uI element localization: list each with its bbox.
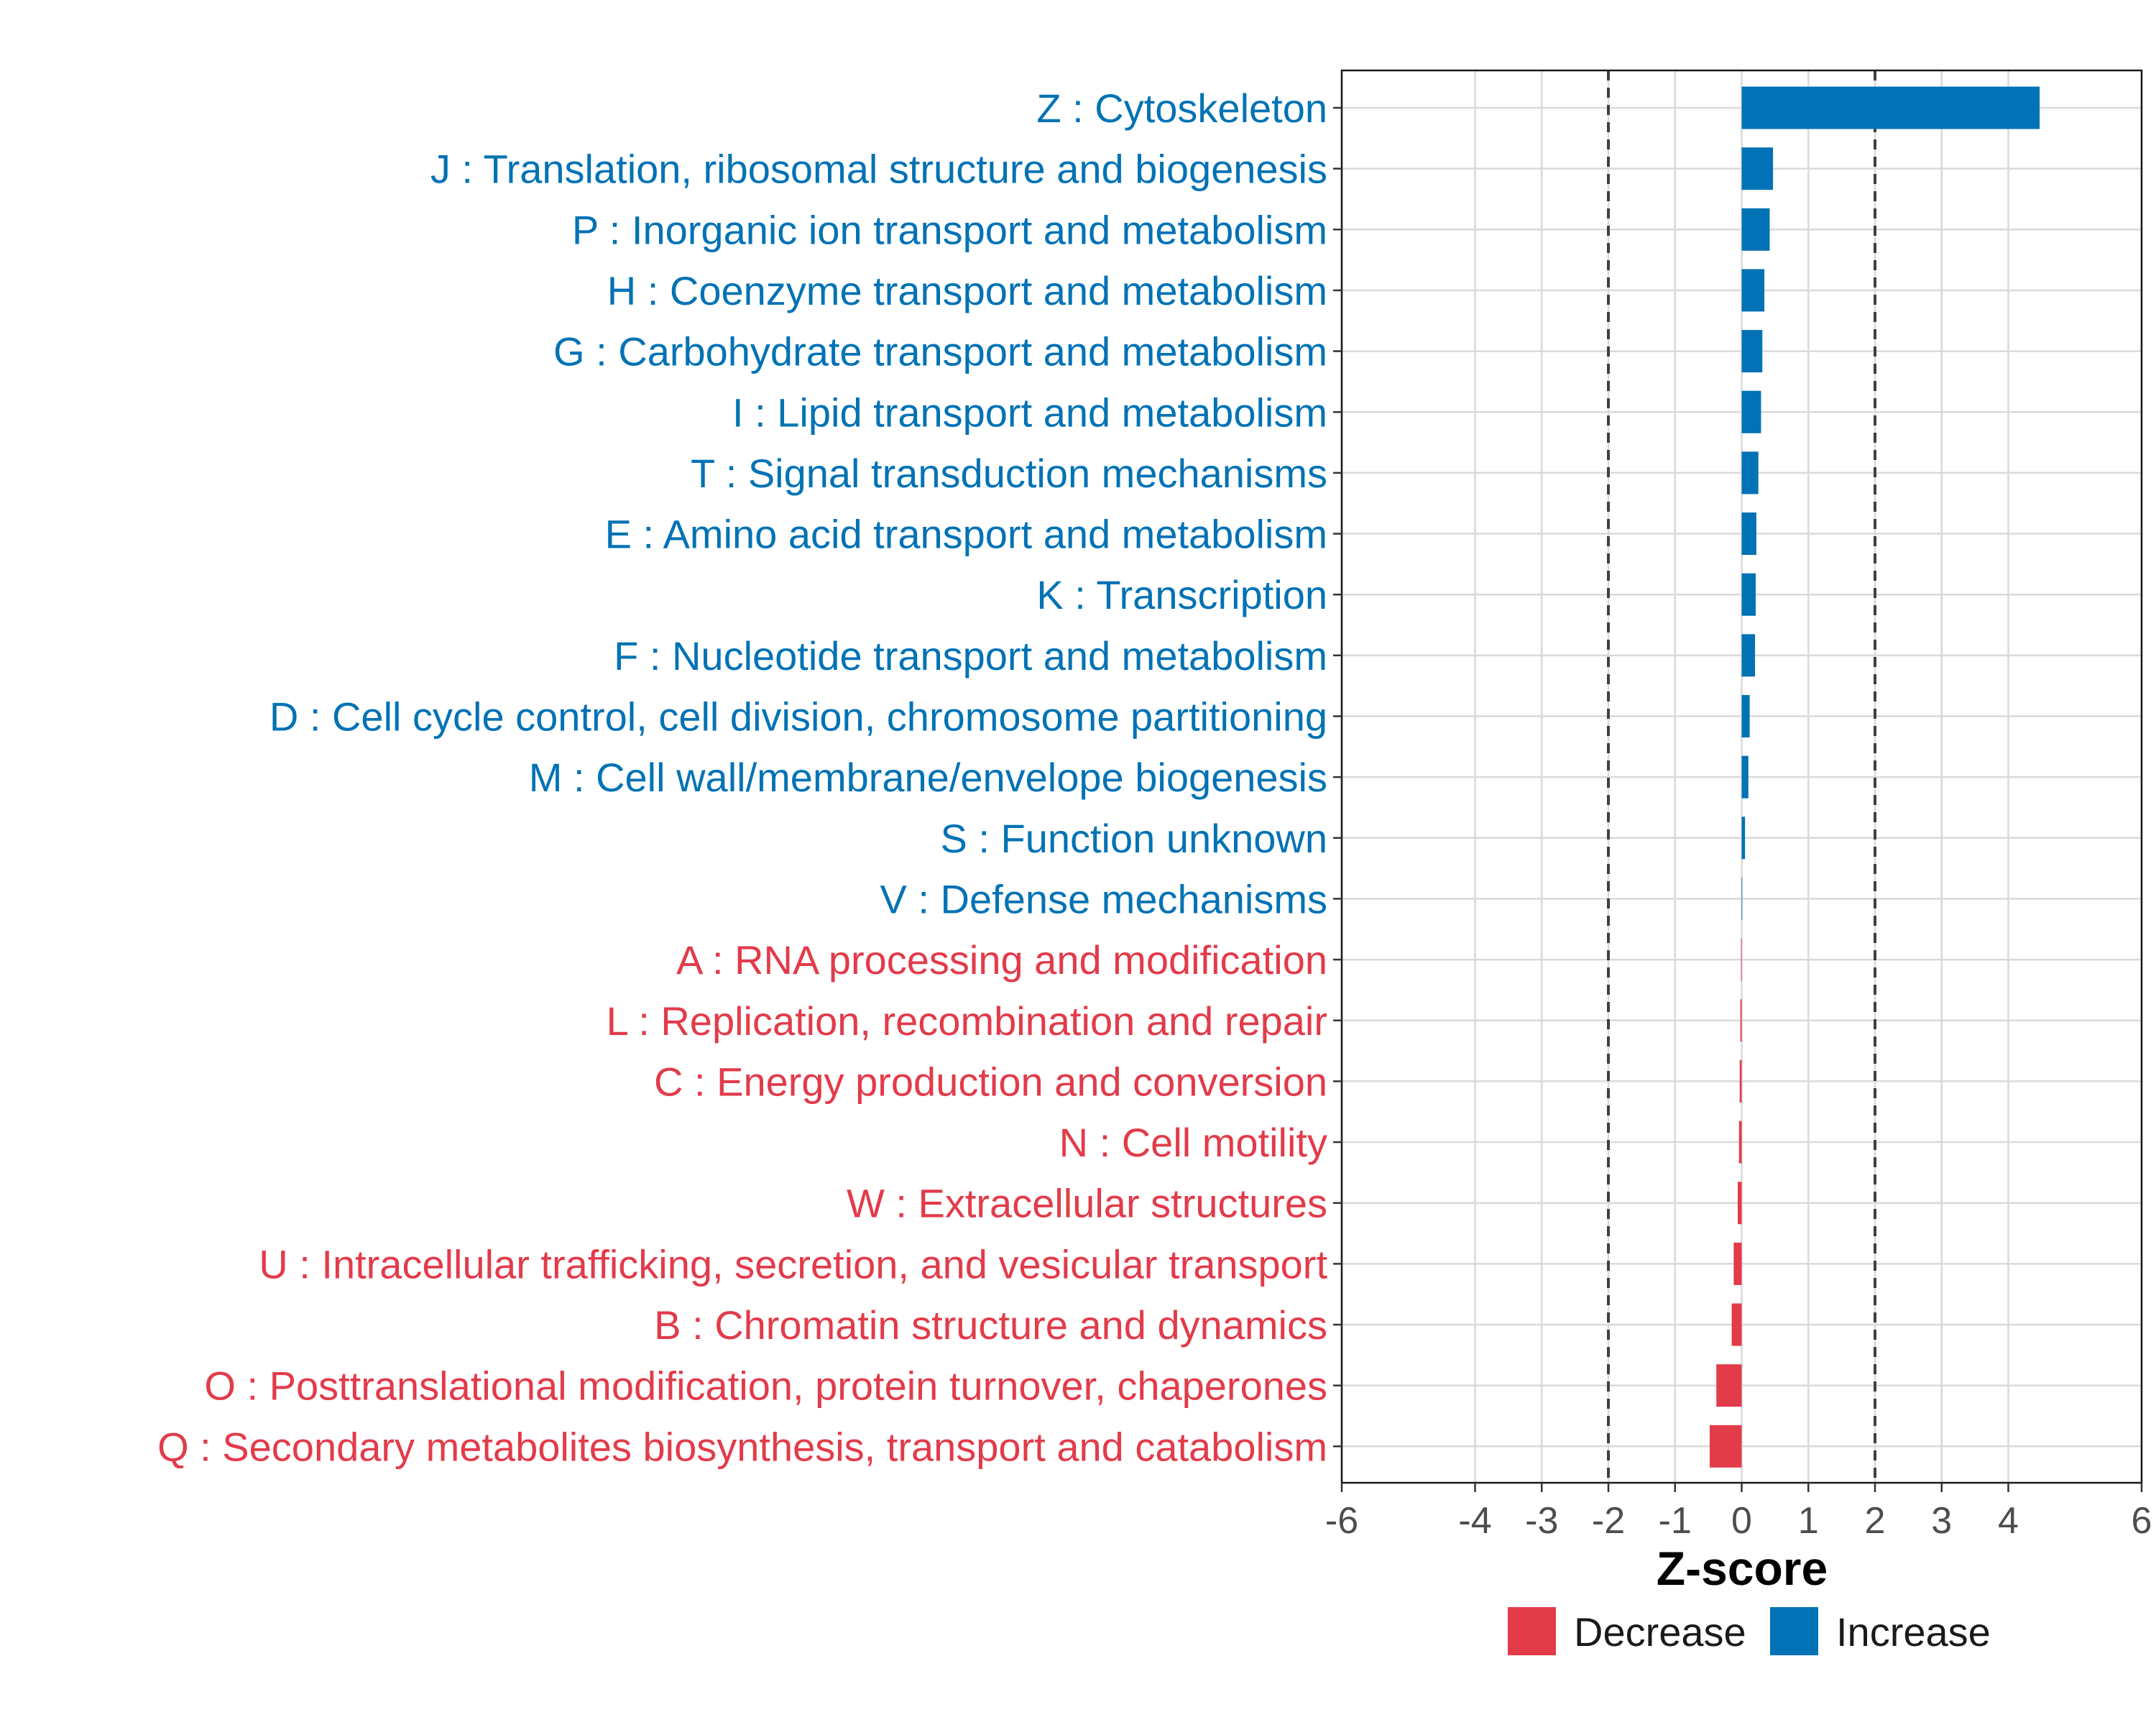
category-label: L : Replication, recombination and repai… (607, 998, 1327, 1044)
x-axis-title: Z-score (1657, 1542, 1828, 1595)
bar-increase (1741, 269, 1765, 312)
category-label: E : Amino acid transport and metabolism (605, 512, 1327, 557)
category-label: P : Inorganic ion transport and metaboli… (572, 207, 1327, 252)
legend-swatch-increase (1770, 1607, 1818, 1655)
category-label: F : Nucleotide transport and metabolism (614, 633, 1327, 678)
category-label: J : Translation, ribosomal structure and… (430, 147, 1327, 192)
bar-increase (1741, 695, 1750, 737)
x-tick-label: -3 (1525, 1500, 1558, 1542)
threshold-lines (1607, 70, 1876, 1483)
category-label: Q : Secondary metabolites biosynthesis, … (157, 1424, 1327, 1469)
x-tick-label: -6 (1325, 1500, 1358, 1542)
x-axis-tick-labels: -6 -4 -3 -2 -1 0 1 2 3 4 6 (1325, 1500, 2152, 1542)
bar-decrease (1737, 1182, 1742, 1225)
category-label: A : RNA processing and modification (676, 937, 1327, 983)
legend-swatch-decrease (1508, 1607, 1556, 1655)
bar-decrease (1716, 1364, 1742, 1407)
category-label: O : Posttranslational modification, prot… (204, 1363, 1327, 1409)
bar-decrease (1731, 1303, 1742, 1346)
legend-label-increase: Increase (1836, 1609, 1991, 1655)
category-label: V : Defense mechanisms (880, 876, 1327, 921)
bar-increase (1741, 330, 1763, 373)
category-label: U : Intracellular trafficking, secretion… (259, 1241, 1327, 1287)
x-tick-label: -4 (1458, 1500, 1491, 1542)
y-axis-category-labels: Z : Cytoskeleton J : Translation, ribosom… (157, 86, 1327, 1469)
category-label: N : Cell motility (1059, 1120, 1327, 1165)
x-tick-label: -2 (1592, 1500, 1625, 1542)
bar-decrease (1733, 1242, 1742, 1285)
bar-decrease (1709, 1425, 1742, 1468)
category-label: S : Function unknown (940, 816, 1327, 861)
bar-increase (1741, 208, 1770, 251)
x-tick-label: 6 (2132, 1500, 2152, 1542)
category-label: K : Transcription (1036, 572, 1327, 617)
x-tick-label: 4 (1998, 1500, 2019, 1542)
category-label: C : Energy production and conversion (654, 1059, 1327, 1104)
x-tick-label: -1 (1659, 1500, 1692, 1542)
legend: Decrease Increase (1508, 1607, 1991, 1655)
bar-increase (1741, 634, 1756, 677)
bar-increase (1741, 573, 1756, 616)
x-tick-label: 2 (1865, 1500, 1886, 1542)
category-label: H : Coenzyme transport and metabolism (607, 268, 1327, 313)
bar-increase (1741, 816, 1746, 860)
category-label: I : Lipid transport and metabolism (732, 390, 1327, 435)
bar-increase (1741, 147, 1774, 190)
x-tick-label: 3 (1931, 1500, 1952, 1542)
bars (1709, 86, 2040, 1468)
bar-decrease (1740, 999, 1742, 1042)
bar-increase (1741, 755, 1749, 799)
category-label: Z : Cytoskeleton (1036, 86, 1327, 131)
bar-decrease (1739, 1059, 1742, 1103)
bar-increase (1741, 390, 1761, 433)
bar-decrease (1741, 938, 1742, 981)
x-tick-label: 0 (1731, 1500, 1752, 1542)
x-axis-ticks (1340, 1483, 2143, 1492)
bar-increase (1741, 86, 2040, 129)
category-label: D : Cell cycle control, cell division, c… (270, 694, 1327, 740)
category-label: M : Cell wall/membrane/envelope biogenes… (529, 755, 1327, 800)
category-label: B : Chromatin structure and dynamics (654, 1302, 1327, 1348)
category-label: T : Signal transduction mechanisms (691, 451, 1327, 496)
bar-increase (1741, 512, 1756, 556)
category-label: W : Extracellular structures (847, 1181, 1327, 1226)
x-tick-label: 1 (1798, 1500, 1819, 1542)
category-label: G : Carbohydrate transport and metabolis… (553, 329, 1327, 374)
bar-increase (1741, 877, 1743, 920)
legend-label-decrease: Decrease (1574, 1609, 1746, 1655)
bar-decrease (1738, 1121, 1742, 1164)
bar-increase (1741, 451, 1759, 494)
y-axis-ticks (1333, 106, 1342, 1448)
